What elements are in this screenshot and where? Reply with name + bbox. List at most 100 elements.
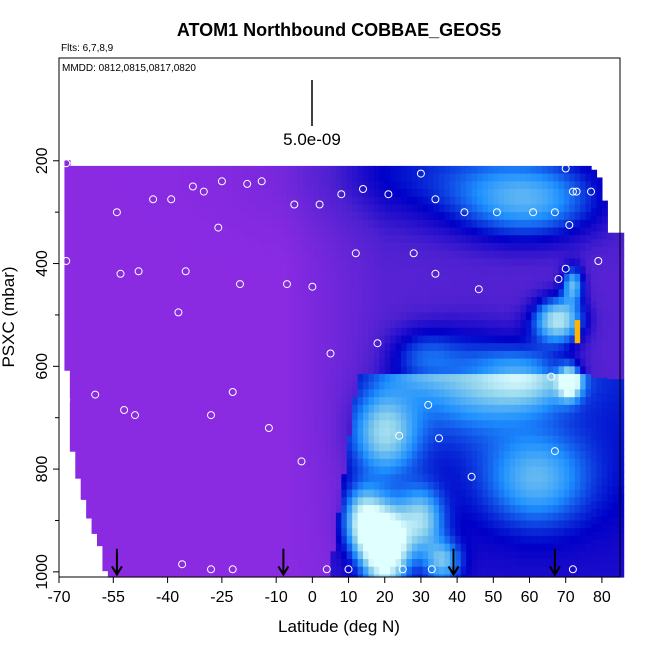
- heatmap-cell: [276, 497, 283, 506]
- heatmap-cell: [259, 250, 266, 260]
- heatmap-cell: [553, 250, 560, 260]
- heatmap-cell: [363, 481, 370, 491]
- heatmap-cell: [265, 512, 272, 522]
- heatmap-cell: [444, 389, 451, 398]
- heatmap-cell: [493, 458, 500, 468]
- heatmap-cell: [259, 512, 266, 522]
- heatmap-cell: [216, 520, 223, 529]
- heatmap-cell: [558, 420, 565, 429]
- heatmap-cell: [189, 312, 196, 321]
- heatmap-cell: [509, 420, 516, 429]
- heatmap-cell: [167, 250, 174, 260]
- heatmap-cell: [173, 443, 180, 452]
- heatmap-cell: [211, 281, 218, 290]
- heatmap-cell: [346, 443, 353, 452]
- heatmap-cell: [509, 266, 516, 275]
- heatmap-cell: [422, 427, 429, 437]
- heatmap-cell: [411, 528, 418, 537]
- heatmap-cell: [167, 335, 174, 344]
- heatmap-cell: [509, 474, 516, 483]
- heatmap-cell: [390, 312, 397, 321]
- heatmap-cell: [384, 327, 391, 337]
- heatmap-cell: [287, 458, 294, 468]
- heatmap-cell: [498, 404, 505, 414]
- heatmap-cell: [162, 320, 169, 329]
- heatmap-cell: [428, 289, 435, 298]
- heatmap-cell: [276, 343, 283, 352]
- heatmap-cell: [455, 343, 462, 352]
- heatmap-cell: [205, 320, 212, 329]
- heatmap-cell: [75, 435, 82, 444]
- heatmap-cell: [276, 219, 283, 229]
- heatmap-cell: [330, 374, 337, 383]
- heatmap-cell: [118, 343, 125, 352]
- heatmap-cell: [487, 474, 494, 483]
- heatmap-cell: [303, 189, 310, 198]
- heatmap-cell: [238, 520, 245, 529]
- heatmap-cell: [352, 443, 359, 452]
- heatmap-cell: [97, 412, 104, 421]
- heatmap-cell: [525, 350, 532, 360]
- heatmap-cell: [91, 466, 98, 475]
- heatmap-cell: [167, 173, 174, 182]
- heatmap-cell: [390, 165, 397, 175]
- heatmap-cell: [189, 320, 196, 329]
- heatmap-cell: [325, 266, 332, 275]
- heatmap-cell: [493, 543, 500, 552]
- heatmap-cell: [417, 212, 424, 221]
- heatmap-cell: [460, 528, 467, 537]
- heatmap-cell: [75, 474, 82, 479]
- heatmap-cell: [113, 266, 120, 275]
- heatmap-cell: [156, 312, 163, 321]
- heatmap-cell: [335, 189, 342, 198]
- heatmap-cell: [205, 343, 212, 352]
- heatmap-cell: [276, 327, 283, 337]
- heatmap-cell: [75, 227, 82, 236]
- heatmap-cell: [292, 474, 299, 483]
- heatmap-cell: [107, 296, 114, 306]
- heatmap-cell: [227, 304, 234, 313]
- heatmap-cell: [80, 173, 87, 182]
- heatmap-cell: [124, 435, 131, 444]
- heatmap-cell: [482, 258, 489, 267]
- heatmap-cell: [428, 566, 435, 576]
- heatmap-cell: [156, 451, 163, 460]
- heatmap-cell: [145, 366, 152, 375]
- heatmap-cell: [335, 397, 342, 406]
- heatmap-cell: [118, 320, 125, 329]
- heatmap-cell: [173, 227, 180, 236]
- heatmap-cell: [259, 281, 266, 290]
- heatmap-cell: [259, 397, 266, 406]
- heatmap-cell: [536, 458, 543, 468]
- heatmap-cell: [471, 404, 478, 414]
- heatmap-cell: [520, 296, 527, 306]
- heatmap-cell: [254, 443, 261, 452]
- heatmap-cell: [314, 505, 321, 514]
- heatmap-cell: [319, 466, 326, 475]
- heatmap-cell: [135, 528, 142, 537]
- heatmap-cell: [536, 350, 543, 360]
- heatmap-cell: [238, 358, 245, 367]
- heatmap-cell: [373, 420, 380, 429]
- heatmap-cell: [335, 543, 342, 552]
- heatmap-cell: [145, 320, 152, 329]
- heatmap-cell: [97, 235, 104, 244]
- heatmap-cell: [341, 196, 348, 206]
- heatmap-cell: [417, 181, 424, 190]
- heatmap-cell: [390, 266, 397, 275]
- heatmap-cell: [569, 528, 576, 537]
- heatmap-cell: [243, 420, 250, 429]
- heatmap-cell: [422, 374, 429, 383]
- heatmap-cell: [558, 520, 565, 529]
- heatmap-cell: [515, 219, 522, 229]
- heatmap-cell: [183, 320, 190, 329]
- heatmap-cell: [401, 574, 408, 578]
- heatmap-cell: [335, 320, 342, 329]
- heatmap-cell: [200, 404, 207, 414]
- heatmap-cell: [102, 181, 109, 190]
- heatmap-cell: [563, 505, 570, 514]
- heatmap-cell: [547, 366, 554, 375]
- heatmap-cell: [411, 520, 418, 529]
- heatmap-cell: [91, 343, 98, 352]
- heatmap-cell: [341, 559, 348, 568]
